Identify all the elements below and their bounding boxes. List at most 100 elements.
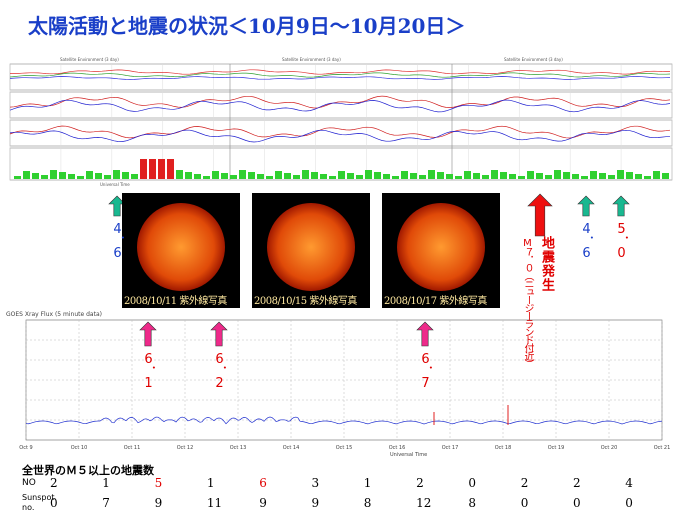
x-tick-label: Oct 19 — [548, 445, 565, 451]
bar-deco — [464, 171, 471, 179]
bar-deco — [419, 175, 426, 179]
marker-label: 6．2 — [212, 352, 227, 389]
earthquake-detail: M７．０（ニュージーランド付近） — [522, 238, 533, 367]
bar-deco — [104, 175, 111, 179]
sunspot-number: 0 — [573, 496, 581, 510]
bar-deco — [14, 176, 21, 179]
sunspot-number: 0 — [625, 496, 633, 510]
earthquake-title: 地震発生 — [539, 236, 554, 292]
sunspot-number: 8 — [363, 496, 372, 510]
marker-label: 5．0 — [614, 222, 629, 259]
axis-label: Universal Time — [390, 452, 427, 458]
x-tick-label: Oct 18 — [495, 445, 512, 451]
bar-deco — [428, 170, 435, 179]
row-label: no. — [22, 503, 35, 512]
x-tick-label: Oct 21 — [654, 445, 671, 451]
bar-deco — [131, 174, 138, 179]
bar-deco — [635, 174, 642, 179]
bar-deco — [50, 170, 57, 179]
chart-header: GOES Xray Flux (5 minute data) — [6, 311, 102, 318]
bar-deco — [266, 176, 273, 179]
trace — [9, 69, 670, 75]
quake-count: 2 — [416, 476, 424, 490]
panel — [9, 119, 673, 147]
bar-deco — [203, 176, 210, 179]
quake-count: 6 — [259, 476, 267, 490]
sun — [267, 203, 355, 291]
green-arrow — [577, 195, 595, 217]
sun — [137, 203, 225, 291]
bar-deco — [140, 159, 147, 179]
sunspot-number: 0 — [50, 496, 58, 510]
pink-arrow — [210, 321, 228, 347]
x-tick-label: Oct 11 — [124, 445, 141, 451]
bar-deco — [473, 173, 480, 179]
sunspot-number: 0 — [520, 496, 529, 510]
bar-deco — [554, 170, 561, 179]
bar-deco — [320, 174, 327, 179]
quake-count: 1 — [102, 476, 110, 490]
x-tick-label: Oct 15 — [336, 445, 353, 451]
bar-deco — [338, 171, 345, 179]
sun — [397, 203, 485, 291]
sunspot-number: 8 — [468, 496, 477, 510]
bar-deco — [59, 172, 66, 179]
panel-header: Satellite Environment (3 day) — [60, 57, 119, 62]
bar-deco — [509, 174, 516, 179]
bar-deco — [365, 170, 372, 179]
bar-deco — [149, 159, 156, 179]
trace — [9, 95, 671, 109]
row-label: Sunspot — [22, 493, 55, 502]
bar-deco — [446, 174, 453, 179]
sunspot-number: 9 — [259, 496, 267, 510]
bar-deco — [167, 159, 174, 179]
panel-header: Satellite Environment (3 day) — [282, 57, 341, 62]
quake-count: 1 — [206, 476, 215, 490]
x-tick-label: Oct 14 — [283, 445, 300, 451]
bar-deco — [545, 175, 552, 179]
bar-deco — [356, 175, 363, 179]
x-tick-label: Oct 9 — [19, 445, 32, 451]
marker-label: 6．1 — [141, 352, 156, 389]
bar-deco — [95, 173, 102, 179]
sunspot-number: 9 — [311, 496, 320, 510]
bar-deco — [86, 171, 93, 179]
quake-count: 0 — [468, 476, 477, 490]
bar-deco — [221, 173, 228, 179]
bar-deco — [374, 172, 381, 179]
bar-deco — [572, 174, 579, 179]
bar-deco — [518, 176, 525, 179]
bar-deco — [491, 170, 498, 179]
x-tick-label: Oct 10 — [71, 445, 88, 451]
quake-count: 5 — [154, 476, 163, 490]
bar-deco — [626, 172, 633, 179]
marker-label: 6．7 — [418, 352, 433, 389]
bar-deco — [383, 174, 390, 179]
quake-count: 2 — [50, 476, 58, 490]
bar-deco — [482, 175, 489, 179]
bar-deco — [284, 173, 291, 179]
bar-deco — [347, 173, 354, 179]
quake-count: 1 — [363, 476, 372, 490]
pink-arrow — [416, 321, 434, 347]
x-tick-label: Oct 13 — [230, 445, 247, 451]
bar-deco — [68, 174, 75, 179]
bar-deco — [113, 170, 120, 179]
bar-deco — [500, 172, 507, 179]
trace — [9, 129, 670, 143]
bar-deco — [536, 173, 543, 179]
trace — [9, 76, 671, 80]
bar-deco — [599, 173, 606, 179]
bar-deco — [158, 159, 165, 179]
photo-caption: 2008/10/11 紫外線写真 — [124, 296, 227, 307]
x-tick-label: Oct 17 — [442, 445, 459, 451]
bar-deco — [212, 171, 219, 179]
bar-deco — [239, 170, 246, 179]
bar-deco — [437, 172, 444, 179]
bar-deco — [311, 172, 318, 179]
bar-deco — [590, 171, 597, 179]
panel-header: Satellite Environment (3 day) — [504, 57, 563, 62]
bar-deco — [329, 176, 336, 179]
